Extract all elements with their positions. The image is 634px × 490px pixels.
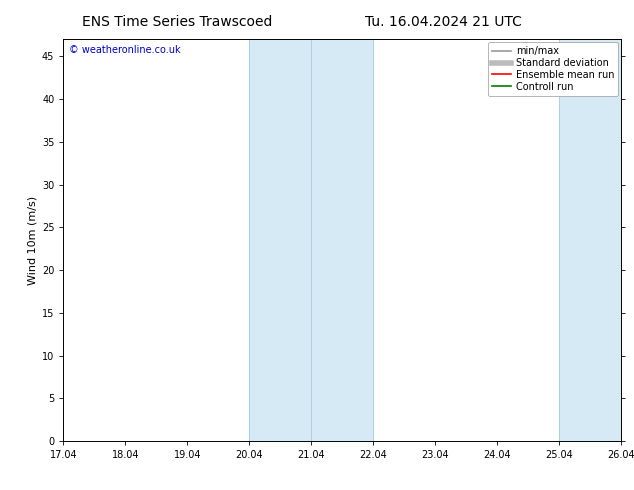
Y-axis label: Wind 10m (m/s): Wind 10m (m/s): [28, 196, 37, 285]
Legend: min/max, Standard deviation, Ensemble mean run, Controll run: min/max, Standard deviation, Ensemble me…: [488, 42, 618, 96]
Bar: [249, 39, 373, 441]
Bar: [559, 39, 621, 441]
Text: ENS Time Series Trawscoed: ENS Time Series Trawscoed: [82, 15, 273, 29]
Text: Tu. 16.04.2024 21 UTC: Tu. 16.04.2024 21 UTC: [365, 15, 522, 29]
Text: © weatheronline.co.uk: © weatheronline.co.uk: [69, 45, 181, 55]
